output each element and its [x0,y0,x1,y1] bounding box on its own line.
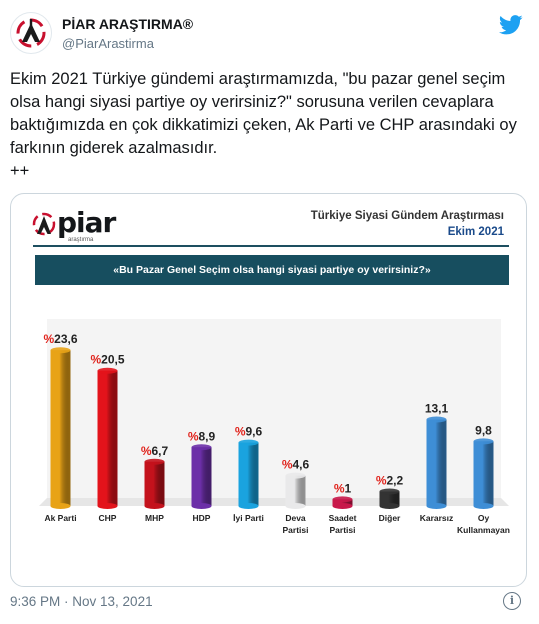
data-label-value: 13,1 [425,402,449,416]
category-label: İyi Parti [233,513,264,523]
bar-bottom [285,503,306,509]
bar [97,370,118,506]
report-logo-sub: araştırma [68,237,94,243]
divider [33,245,509,247]
bar-cap [191,444,212,451]
data-label-value: 1 [344,481,351,495]
bar-cap [238,439,259,446]
tweet-header: PİAR ARAŞTIRMA® @PiarArastirma [10,8,529,58]
category-label: Kullanmayan [457,525,510,535]
category-label: Deva [285,513,306,523]
data-label: 9,8 [475,423,492,437]
category-label: Saadet [329,513,357,523]
question-banner: «Bu Pazar Genel Seçim olsa hangi siyasi … [35,255,509,285]
category-label: MHP [145,513,164,523]
data-label-value: 23,6 [54,332,78,346]
bar-bottom [426,503,447,509]
category-label: Kararsız [420,513,454,523]
category-label: Partisi [283,525,309,535]
data-label-prefix: % [235,425,246,439]
data-label-value: 4,6 [292,458,309,472]
bar-bottom [238,503,259,509]
data-label-prefix: % [43,332,54,346]
bar-bottom [473,503,494,509]
bar-chart: %23,6Ak Parti%20,5CHP%6,7MHP%8,9HDP%9,6İ… [39,319,510,535]
info-icon[interactable]: i [503,592,521,610]
display-name[interactable]: PİAR ARAŞTIRMA® [62,16,194,32]
data-label-value: 8,9 [198,429,215,443]
bar-bottom [191,503,212,509]
bar-bottom [144,503,165,509]
media-card[interactable]: piar araştırma Türkiye Siyasi Gündem Ara… [10,193,527,587]
category-label: CHP [99,513,117,523]
data-label-prefix: % [90,353,101,367]
data-label: %23,6 [43,332,77,346]
data-label-value: 2,2 [386,473,403,487]
category-label: Diğer [379,513,401,523]
piar-logo-mark-icon [32,212,56,236]
data-label-prefix: % [141,444,152,458]
data-label-value: 9,6 [245,425,262,439]
bar-cap [473,438,494,445]
category-label: Partisi [330,525,356,535]
report-logo: piar [57,206,116,239]
bar-cap [426,416,447,423]
data-label-prefix: % [334,481,345,495]
bar [285,475,306,506]
data-label: %1 [334,481,352,495]
chart-backwall [47,319,501,498]
bar-cap [379,488,400,495]
bar-bottom [97,503,118,509]
bar-cap [285,472,306,479]
bar-bottom [332,503,353,509]
data-label: %2,2 [376,473,404,487]
data-label: %20,5 [90,353,124,367]
user-handle[interactable]: @PiarArastirma [62,36,154,51]
bar-bottom [379,503,400,509]
tweet-timestamp[interactable]: 9:36 PM · Nov 13, 2021 [10,594,153,609]
piar-logo-icon [16,18,46,48]
bar [332,499,353,506]
bar-cap [332,496,353,503]
bar-bottom [50,503,71,509]
bar [426,419,447,506]
bar-cap [144,458,165,465]
report-title: Türkiye Siyasi Gündem Araştırması [310,210,504,222]
data-label: %9,6 [235,425,263,439]
data-label-value: 6,7 [151,444,168,458]
bar [50,350,71,506]
data-label: %8,9 [188,429,216,443]
data-label: %6,7 [141,444,169,458]
twitter-bird-icon[interactable] [499,14,523,36]
data-label-value: 20,5 [101,353,125,367]
bar [191,447,212,506]
bar-cap [50,347,71,354]
tweet-text: Ekim 2021 Türkiye gündemi araştırmamızda… [10,70,517,180]
category-label: Ak Parti [44,513,76,523]
category-label: HDP [193,513,211,523]
data-label-value: 9,8 [475,423,492,437]
data-label-prefix: % [376,473,387,487]
bar [473,441,494,506]
chart-image: piar araştırma Türkiye Siyasi Gündem Ara… [21,204,516,576]
bar [144,461,165,506]
data-label-prefix: % [188,429,199,443]
data-label: 13,1 [425,402,449,416]
bar [238,442,259,506]
data-label: %4,6 [282,458,310,472]
bar-cap [97,367,118,374]
bar [379,491,400,506]
report-subtitle: Ekim 2021 [447,226,504,238]
data-label-prefix: % [282,458,293,472]
category-label: Oy [478,513,490,523]
avatar[interactable] [10,12,52,54]
